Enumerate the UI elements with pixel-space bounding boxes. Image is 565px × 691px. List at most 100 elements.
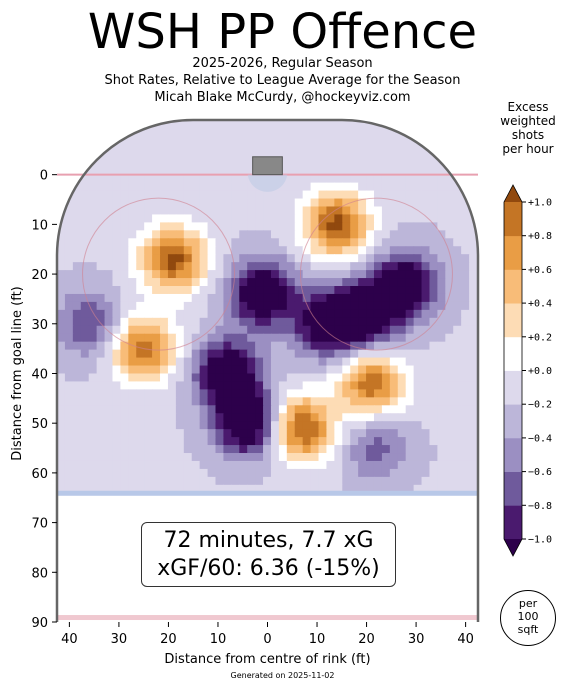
heatmap-cell [405,198,415,208]
heatmap-cell [96,325,106,335]
heatmap-cell [270,421,280,430]
heatmap-cell [270,222,280,231]
heatmap-cell [421,198,431,208]
heatmap-cell [160,286,169,295]
heatmap-cell [469,484,478,494]
heatmap-cell [263,460,272,470]
heatmap-cell [429,389,438,398]
heatmap-cell [429,397,438,406]
heatmap-cell [167,413,177,422]
heatmap-cell [64,357,74,367]
heatmap-cell [247,429,256,438]
heatmap-cell [247,453,256,462]
heatmap-cell [358,206,367,216]
heatmap-cell [152,460,161,470]
heatmap-cell [413,325,423,335]
y-tick-label: 40 [31,367,48,382]
heatmap-cell [72,397,82,406]
heatmap-cell [231,270,240,279]
heatmap-cell [326,468,335,478]
heatmap-cell [88,222,98,231]
heatmap-cell [413,198,423,208]
heatmap-cell [183,405,193,414]
heatmap-cell [294,476,304,486]
heatmap-cell [326,349,335,359]
heatmap-cell [405,468,415,478]
heatmap-cell [247,182,256,192]
heatmap-cell [397,301,407,311]
heatmap-cell [64,460,74,470]
heatmap-cell [302,286,312,295]
heatmap-cell [207,365,217,375]
heatmap-cell [429,349,438,359]
heatmap-cell [397,365,407,375]
heatmap-cell [199,437,209,446]
heatmap-cell [461,222,470,231]
heatmap-cell [461,421,470,430]
heatmap-cell [469,445,478,454]
heatmap-cell [199,445,209,454]
heatmap-cell [144,357,153,367]
heatmap-cell [302,349,312,359]
heatmap-cell [199,317,209,327]
heatmap-cell [445,397,454,406]
heatmap-cell [247,246,256,255]
heatmap-cell [96,341,106,351]
heatmap-cell [334,214,343,223]
heatmap-cell [199,341,209,351]
heatmap-cell [318,325,328,335]
heatmap-cell [413,341,423,351]
heatmap-cell [207,429,217,438]
heatmap-cell [469,333,478,343]
heatmap-cell [263,405,272,414]
heatmap-cell [263,198,272,208]
heatmap-cell [247,476,256,486]
heatmap-cell [72,246,82,255]
heatmap-cell [88,373,98,383]
heatmap-cell [397,230,407,239]
heatmap-cell [278,429,288,438]
heatmap-cell [215,397,225,406]
heatmap-cell [278,325,288,335]
heatmap-cell [175,468,185,478]
crease [247,174,288,192]
heatmap-cell [477,214,478,223]
heatmap-cell [397,222,407,231]
heatmap-cell [64,389,74,398]
heatmap-cell [255,230,264,239]
heatmap-cell [310,333,320,343]
heatmap-cell [199,349,209,359]
heatmap-cell [389,437,399,446]
heatmap-cell [413,270,423,279]
heatmap-cell [255,421,264,430]
heatmap-cell [286,453,296,462]
heatmap-cell [88,365,98,375]
heatmap-cell [445,254,454,263]
heatmap-cell [477,198,478,208]
heatmap-cell [294,405,304,414]
heatmap-cell [302,437,312,446]
heatmap-cell [461,405,470,414]
heatmap-cell [461,278,470,287]
heatmap-cell [294,214,304,223]
heatmap-cell [88,214,98,223]
heatmap-cell [120,413,129,422]
heatmap-cell [294,182,304,192]
heatmap-cell [167,381,177,390]
heatmap-cell [389,373,399,383]
heatmap-cell [310,437,320,446]
heatmap-cell [231,182,240,192]
heatmap-cell [278,198,288,208]
heatmap-cell [199,206,209,216]
heatmap-cell [104,293,114,303]
heatmap-cell [405,476,415,486]
heatmap-cell [270,429,280,438]
heatmap-cell [373,405,383,414]
heatmap-cell [215,445,225,454]
heatmap-cell [294,460,304,470]
heatmap-cell [207,357,217,367]
heatmap-cell [286,182,296,192]
heatmap-cell [302,397,312,406]
heatmap-cell [381,460,391,470]
heatmap-cell [421,278,431,287]
